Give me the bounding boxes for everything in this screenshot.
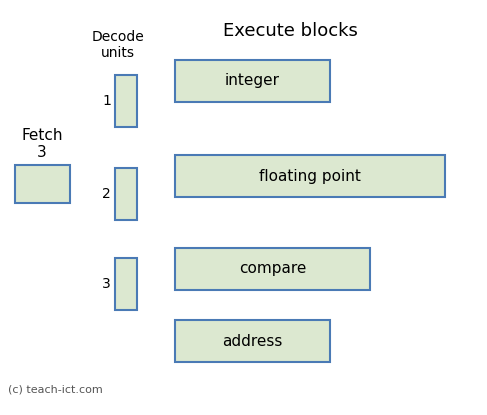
Text: Decode
units: Decode units xyxy=(92,30,144,60)
Text: 2: 2 xyxy=(102,187,111,201)
Text: 1: 1 xyxy=(102,94,111,108)
Text: Fetch
3: Fetch 3 xyxy=(21,128,63,161)
Bar xyxy=(15,165,70,203)
Text: 3: 3 xyxy=(102,277,111,291)
Text: (c) teach-ict.com: (c) teach-ict.com xyxy=(8,385,103,395)
Text: integer: integer xyxy=(225,73,280,88)
Bar xyxy=(115,258,137,310)
Text: Execute blocks: Execute blocks xyxy=(223,22,357,40)
Text: address: address xyxy=(222,334,282,349)
Bar xyxy=(175,155,445,197)
Bar xyxy=(175,248,370,290)
Bar xyxy=(115,168,137,220)
Text: compare: compare xyxy=(239,261,306,276)
Text: floating point: floating point xyxy=(259,168,361,183)
Bar xyxy=(175,320,330,362)
Bar xyxy=(115,75,137,127)
Bar xyxy=(175,60,330,102)
